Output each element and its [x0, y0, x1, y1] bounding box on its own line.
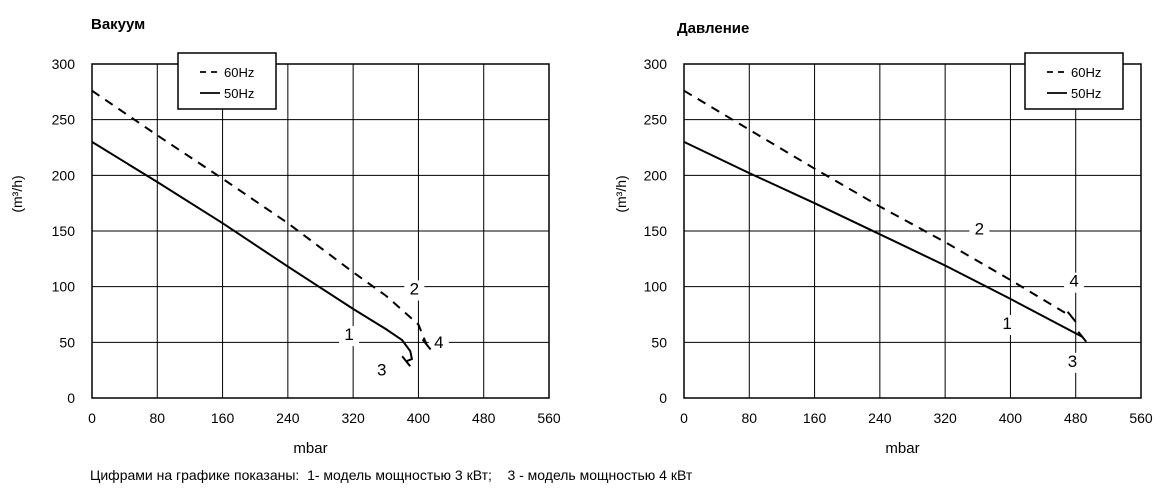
legend-box [177, 52, 277, 110]
y-tick-label: 0 [659, 390, 667, 406]
x-tick-label: 320 [341, 410, 365, 426]
y-tick-label: 100 [644, 279, 668, 295]
annotation-label: 4 [434, 333, 443, 352]
x-tick-label: 560 [537, 410, 561, 426]
x-tick-label: 480 [472, 410, 496, 426]
y-axis-label: (m³/h) [613, 175, 629, 212]
x-tick-label: 0 [88, 410, 96, 426]
series-end-mark [401, 355, 411, 367]
series-line-50hz [683, 140, 1083, 338]
plot-frame [683, 63, 1142, 399]
y-tick-label: 250 [644, 112, 668, 128]
legend-label: 50Hz [1071, 86, 1101, 101]
y-tick-label: 50 [59, 334, 75, 350]
x-tick-label: 80 [741, 410, 757, 426]
x-axis-label: mbar [293, 440, 327, 457]
y-tick-label: 100 [52, 279, 76, 295]
annotation-label: 1 [344, 325, 353, 344]
x-tick-label: 160 [211, 410, 235, 426]
annotation-label: 2 [975, 219, 984, 238]
legend-box [1024, 52, 1124, 110]
legend-label: 60Hz [1071, 65, 1101, 80]
x-tick-label: 240 [276, 410, 300, 426]
annotation-background [339, 326, 360, 347]
annotation-label: 2 [410, 279, 419, 298]
y-tick-label: 200 [52, 167, 76, 183]
series-line-60hz [683, 89, 1073, 318]
annotation-label: 3 [1068, 352, 1077, 371]
annotation-label: 4 [1069, 272, 1078, 291]
series-end-mark [1077, 331, 1088, 343]
legend-label: 50Hz [224, 86, 254, 101]
plot-frame [91, 63, 550, 399]
x-tick-label: 160 [803, 410, 827, 426]
x-tick-label: 0 [680, 410, 688, 426]
y-tick-label: 250 [52, 112, 76, 128]
series-line-50hz [91, 141, 414, 363]
y-tick-label: 150 [52, 223, 76, 239]
x-tick-label: 400 [407, 410, 431, 426]
y-tick-label: 150 [644, 223, 668, 239]
y-tick-label: 200 [644, 167, 668, 183]
x-tick-label: 240 [868, 410, 892, 426]
annotation-label: 1 [1002, 314, 1011, 333]
y-tick-label: 300 [644, 56, 668, 72]
x-tick-label: 320 [933, 410, 957, 426]
annotation-label: 3 [377, 361, 386, 380]
y-tick-label: 50 [651, 334, 667, 350]
footnote: Цифрами на графике показаны: 1- модель м… [90, 467, 693, 483]
annotation-background [1062, 352, 1083, 373]
chart-title-vacuum: Вакуум [91, 16, 146, 33]
x-tick-label: 560 [1129, 410, 1153, 426]
series-end-mark [1066, 311, 1077, 323]
x-axis-label: mbar [885, 440, 919, 457]
x-tick-label: 400 [999, 410, 1023, 426]
x-tick-label: 480 [1064, 410, 1088, 426]
y-tick-label: 300 [52, 56, 76, 72]
annotation-background [997, 314, 1018, 335]
y-tick-label: 0 [67, 390, 75, 406]
annotation-background [428, 333, 449, 354]
annotation-background [404, 280, 425, 301]
annotation-background [969, 220, 990, 241]
chart-title-pressure: Давление [677, 20, 750, 37]
series-line-60hz [91, 89, 428, 345]
annotation-background [1064, 272, 1085, 293]
annotation-background [371, 361, 392, 382]
series-end-mark [421, 338, 432, 351]
legend-label: 60Hz [224, 65, 254, 80]
x-tick-label: 80 [149, 410, 165, 426]
y-axis-label: (m³/h) [9, 175, 25, 212]
